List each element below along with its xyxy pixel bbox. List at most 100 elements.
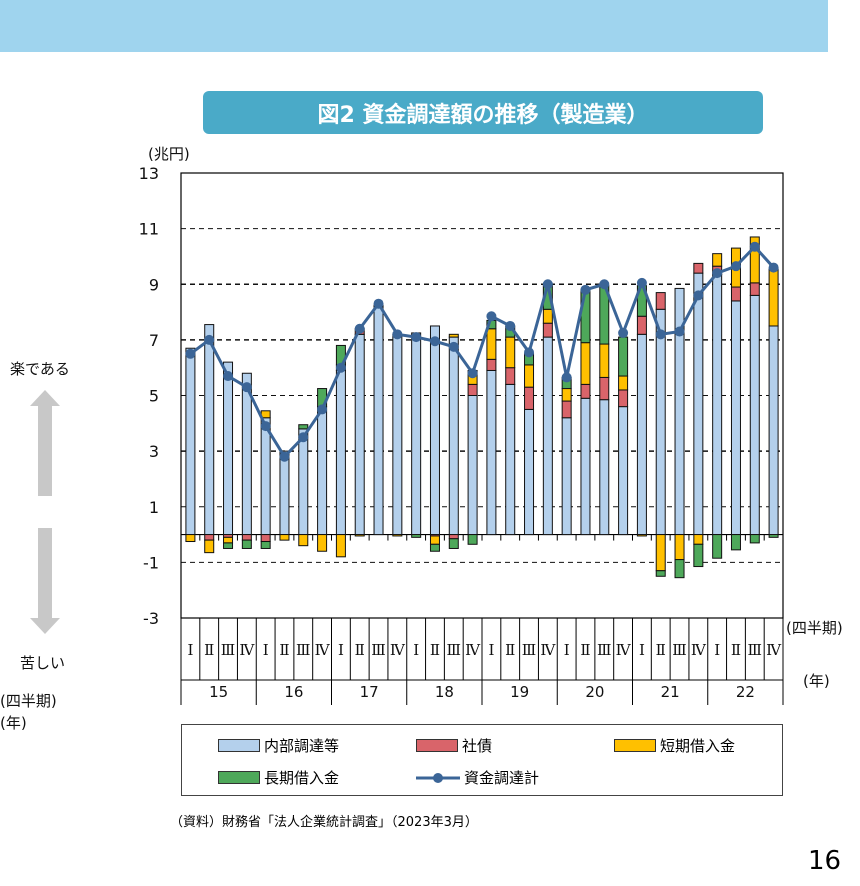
hard-label: 苦しい	[20, 654, 66, 672]
total-point	[241, 382, 252, 393]
total-point	[655, 329, 666, 340]
bar-long	[655, 570, 666, 577]
bar-internal	[204, 324, 215, 536]
bar-long	[749, 534, 760, 544]
bar-short	[542, 308, 553, 324]
bar-short	[599, 343, 610, 378]
bar-internal	[354, 333, 365, 536]
bar-internal	[298, 428, 309, 536]
quarter-label: Ⅲ	[371, 641, 385, 659]
bar-bond	[636, 315, 647, 335]
year-label: 19	[510, 683, 529, 701]
bar-long	[467, 534, 478, 545]
bar-bond	[693, 262, 704, 274]
quarter-label: Ⅲ	[447, 641, 461, 659]
bar-short	[335, 534, 346, 558]
y-tick-label: 7	[149, 331, 159, 350]
quarter-label: Ⅰ	[338, 641, 344, 659]
bar-internal	[185, 347, 196, 536]
bar-internal	[241, 372, 252, 536]
bar-short	[223, 536, 234, 544]
bar-long	[298, 424, 309, 430]
quarter-label: Ⅱ	[505, 641, 515, 659]
bar-internal	[335, 369, 346, 536]
total-point	[599, 279, 610, 290]
total-point	[354, 323, 365, 334]
bar-internal	[524, 408, 535, 536]
bar-internal	[693, 272, 704, 536]
bar-long	[712, 534, 723, 559]
up-arrow-icon	[30, 390, 60, 496]
quarter-label: Ⅰ	[413, 641, 419, 659]
total-point	[561, 372, 572, 383]
total-point	[524, 347, 535, 358]
quarter-label: Ⅱ	[355, 641, 365, 659]
legend-bond: 社債	[416, 735, 492, 756]
total-point	[467, 368, 478, 379]
bar-internal	[768, 325, 779, 536]
left-quarter-unit: (四半期)	[0, 692, 57, 710]
bar-short	[655, 534, 666, 572]
bar-short	[317, 534, 328, 552]
bar-internal	[429, 325, 440, 536]
bar-bond	[561, 400, 572, 419]
total-point	[317, 404, 328, 415]
bar-bond	[618, 389, 629, 408]
bar-internal	[486, 369, 497, 536]
bar-internal	[279, 450, 290, 536]
year-label: 22	[736, 683, 755, 701]
total-point	[185, 348, 196, 359]
bar-internal	[223, 361, 234, 536]
bar-short	[279, 534, 290, 541]
quarter-label: Ⅲ	[522, 641, 536, 659]
bar-bond	[655, 292, 666, 310]
year-label: 17	[360, 683, 379, 701]
bar-internal	[712, 274, 723, 536]
quarter-label: Ⅲ	[672, 641, 686, 659]
bar-internal	[749, 294, 760, 536]
legend-short: 短期借入金	[614, 735, 735, 756]
y-unit-label: (兆円)	[148, 145, 190, 163]
bar-long	[429, 543, 440, 552]
bar-bond	[486, 358, 497, 371]
bar-internal	[636, 333, 647, 536]
bar-long	[241, 539, 252, 549]
bar-short	[505, 336, 516, 369]
y-tick-label: 9	[149, 275, 159, 294]
legend-line-icon	[416, 772, 460, 783]
bar-bond	[505, 367, 516, 385]
header-banner	[0, 0, 828, 52]
right-quarter-unit: (四半期)	[786, 619, 843, 637]
legend-swatch	[416, 739, 458, 752]
bar-short	[693, 534, 704, 545]
year-label: 15	[209, 683, 228, 701]
bar-short	[185, 534, 196, 543]
bar-bond	[749, 282, 760, 296]
total-point	[279, 451, 290, 462]
bar-bond	[599, 376, 610, 401]
year-label: 20	[585, 683, 604, 701]
legend-label: 長期借入金	[264, 769, 340, 787]
total-point	[392, 329, 403, 340]
bar-internal	[317, 406, 328, 536]
bar-long	[448, 538, 459, 549]
bar-short	[561, 388, 572, 402]
quarter-label: Ⅳ	[540, 641, 556, 659]
bar-short	[354, 534, 365, 537]
easy-label: 楽である	[10, 360, 70, 378]
bar-bond	[241, 534, 252, 541]
legend-label: 短期借入金	[660, 737, 736, 755]
quarter-label: Ⅳ	[465, 641, 481, 659]
bar-internal	[467, 395, 478, 536]
legend-label: 資金調達計	[464, 769, 540, 787]
bar-bond	[730, 286, 741, 302]
bar-short	[204, 539, 215, 554]
quarter-label: Ⅰ	[639, 641, 645, 659]
bar-long	[223, 542, 234, 549]
bar-long	[618, 336, 629, 377]
total-point	[373, 298, 384, 309]
bar-short	[524, 364, 535, 388]
bar-short	[392, 534, 403, 537]
year-label: 18	[435, 683, 454, 701]
quarter-label: Ⅱ	[656, 641, 666, 659]
